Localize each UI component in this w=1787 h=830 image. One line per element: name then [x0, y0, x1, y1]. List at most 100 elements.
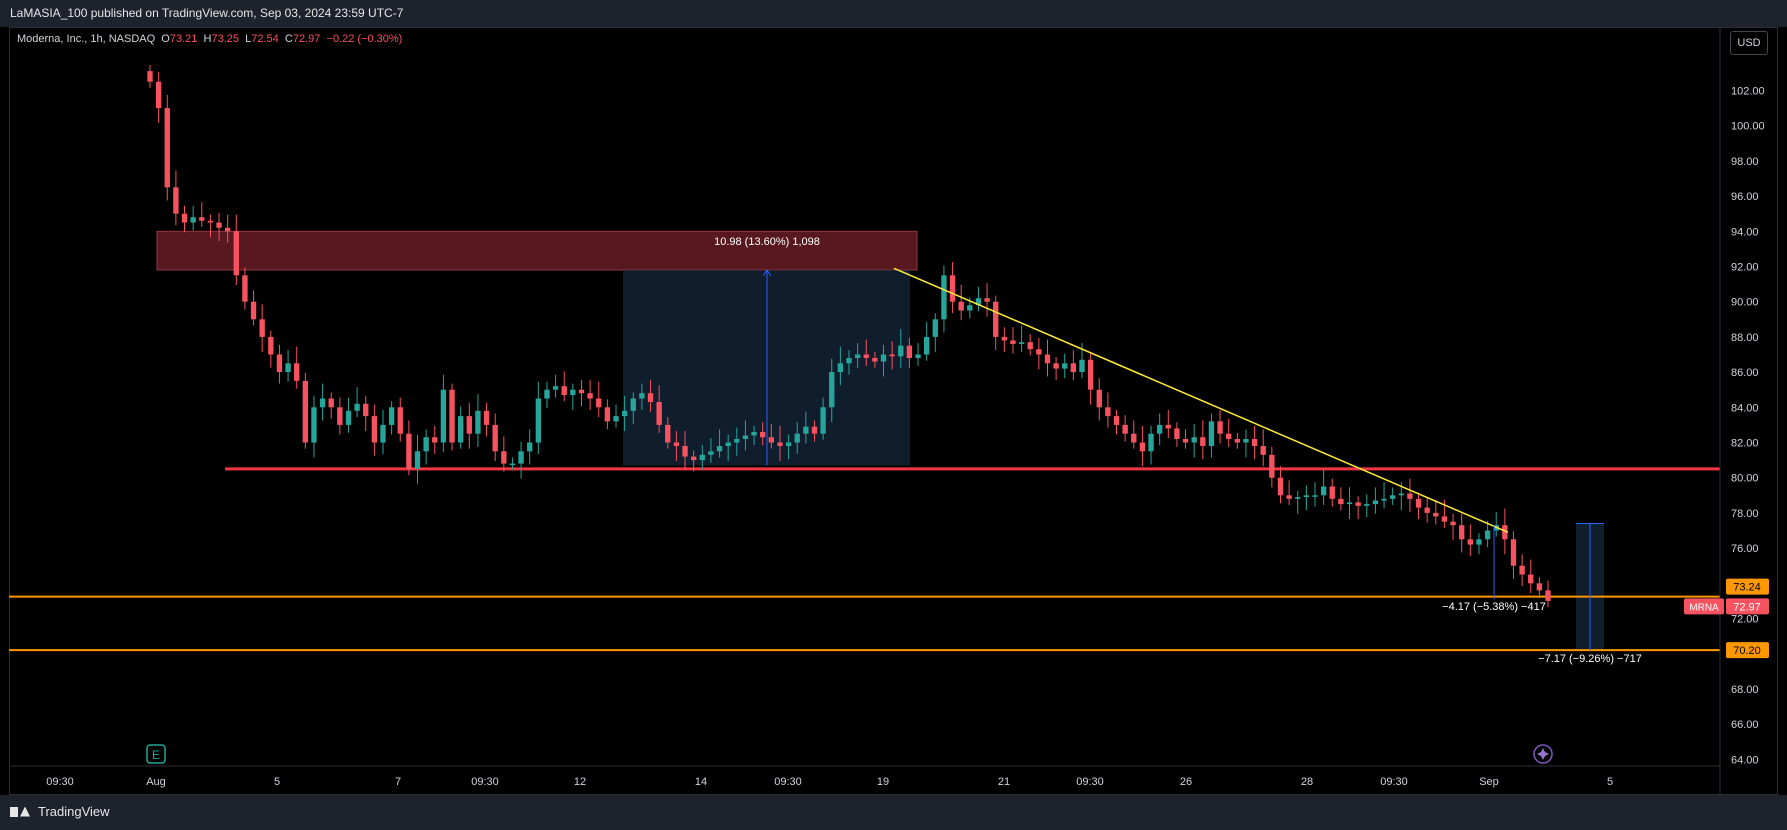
- candle-body[interactable]: [423, 437, 429, 452]
- candle-body[interactable]: [1062, 363, 1068, 369]
- candle-body[interactable]: [682, 446, 688, 457]
- candle-body[interactable]: [1165, 424, 1171, 429]
- candle-body[interactable]: [673, 442, 680, 447]
- candle-body[interactable]: [561, 386, 567, 395]
- candle-body[interactable]: [345, 410, 352, 425]
- candle-body[interactable]: [181, 213, 188, 223]
- candle-body[interactable]: [544, 389, 550, 399]
- candle-body[interactable]: [967, 305, 973, 311]
- candle-body[interactable]: [1467, 539, 1474, 545]
- candle-body[interactable]: [613, 416, 619, 422]
- candle-body[interactable]: [328, 398, 334, 408]
- candle-body[interactable]: [337, 407, 343, 425]
- candle-body[interactable]: [1053, 363, 1059, 369]
- candle-body[interactable]: [760, 431, 766, 438]
- candle-body[interactable]: [1476, 539, 1482, 545]
- candle-body[interactable]: [1286, 495, 1292, 499]
- candle-body[interactable]: [656, 402, 662, 425]
- candle-body[interactable]: [1502, 525, 1508, 540]
- candle-body[interactable]: [751, 431, 757, 436]
- candle-body[interactable]: [1389, 495, 1396, 499]
- candle-body[interactable]: [639, 393, 645, 399]
- candle-body[interactable]: [207, 220, 214, 223]
- candle-body[interactable]: [1217, 421, 1223, 434]
- candle-body[interactable]: [932, 319, 938, 337]
- candle-body[interactable]: [1536, 583, 1543, 591]
- candle-body[interactable]: [552, 386, 559, 390]
- candle-body[interactable]: [863, 354, 869, 359]
- candle-body[interactable]: [173, 187, 179, 214]
- candle-body[interactable]: [958, 301, 964, 311]
- candle-body[interactable]: [440, 389, 447, 443]
- candle-body[interactable]: [1079, 359, 1085, 373]
- candle-body[interactable]: [725, 442, 731, 447]
- candle-body[interactable]: [397, 407, 403, 434]
- candle-body[interactable]: [1148, 433, 1154, 452]
- candle-body[interactable]: [509, 463, 516, 466]
- candle-body[interactable]: [1131, 433, 1137, 443]
- candle-body[interactable]: [250, 301, 257, 320]
- candle-body[interactable]: [768, 437, 775, 443]
- candle-body[interactable]: [294, 363, 300, 381]
- candle-body[interactable]: [604, 407, 611, 422]
- candle-body[interactable]: [889, 354, 895, 357]
- earnings-event-icon[interactable]: E: [146, 744, 166, 764]
- tradingview-brand[interactable]: TradingView: [10, 804, 110, 819]
- candle-body[interactable]: [1398, 493, 1404, 496]
- candle-body[interactable]: [371, 416, 378, 443]
- candle-body[interactable]: [535, 398, 542, 443]
- candle-body[interactable]: [708, 451, 714, 455]
- candle-body[interactable]: [1295, 497, 1301, 499]
- candle-body[interactable]: [268, 336, 274, 355]
- candle-body[interactable]: [829, 372, 835, 408]
- candle-body[interactable]: [1044, 354, 1051, 364]
- candle-body[interactable]: [1105, 407, 1111, 417]
- candle-body[interactable]: [466, 416, 472, 434]
- candle-body[interactable]: [570, 389, 576, 395]
- candle-body[interactable]: [906, 345, 913, 359]
- candle-body[interactable]: [1346, 502, 1353, 505]
- candle-body[interactable]: [1424, 507, 1430, 513]
- candle-body[interactable]: [190, 217, 196, 223]
- candle-body[interactable]: [414, 451, 421, 469]
- candle-body[interactable]: [596, 398, 602, 408]
- candle-body[interactable]: [1433, 512, 1439, 517]
- candle-body[interactable]: [587, 393, 593, 399]
- candle-body[interactable]: [1018, 342, 1025, 344]
- candle-body[interactable]: [242, 275, 248, 302]
- candle-body[interactable]: [1320, 486, 1327, 496]
- candle-body[interactable]: [777, 442, 783, 447]
- candle-body[interactable]: [224, 227, 231, 232]
- candle-body[interactable]: [1001, 336, 1008, 341]
- candle-body[interactable]: [949, 275, 956, 302]
- candle-body[interactable]: [1182, 438, 1189, 443]
- candle-body[interactable]: [449, 389, 455, 443]
- candle-body[interactable]: [734, 438, 740, 443]
- candle-body[interactable]: [923, 336, 930, 355]
- candle-body[interactable]: [1096, 389, 1102, 408]
- candle-body[interactable]: [1510, 539, 1517, 566]
- candle-body[interactable]: [1260, 446, 1266, 455]
- candle-body[interactable]: [578, 389, 585, 394]
- downtrend-line[interactable]: [893, 267, 1509, 533]
- candle-body[interactable]: [1200, 437, 1206, 447]
- candle-body[interactable]: [1226, 433, 1232, 439]
- candle-body[interactable]: [1070, 363, 1077, 373]
- candle-body[interactable]: [1338, 498, 1344, 505]
- candle-body[interactable]: [1113, 416, 1120, 425]
- candle-body[interactable]: [690, 456, 697, 461]
- candle-body[interactable]: [1191, 437, 1197, 443]
- candle-body[interactable]: [1269, 454, 1275, 478]
- candle-body[interactable]: [846, 358, 852, 364]
- candle-body[interactable]: [811, 426, 818, 434]
- candle-body[interactable]: [1208, 421, 1215, 447]
- candle-body[interactable]: [1312, 495, 1318, 497]
- candle-body[interactable]: [483, 410, 490, 425]
- candle-body[interactable]: [699, 454, 705, 461]
- candle-body[interactable]: [1243, 438, 1249, 443]
- candle-body[interactable]: [1329, 486, 1335, 499]
- candle-body[interactable]: [276, 354, 283, 373]
- candle-body[interactable]: [915, 354, 921, 359]
- candle-body[interactable]: [1459, 525, 1465, 540]
